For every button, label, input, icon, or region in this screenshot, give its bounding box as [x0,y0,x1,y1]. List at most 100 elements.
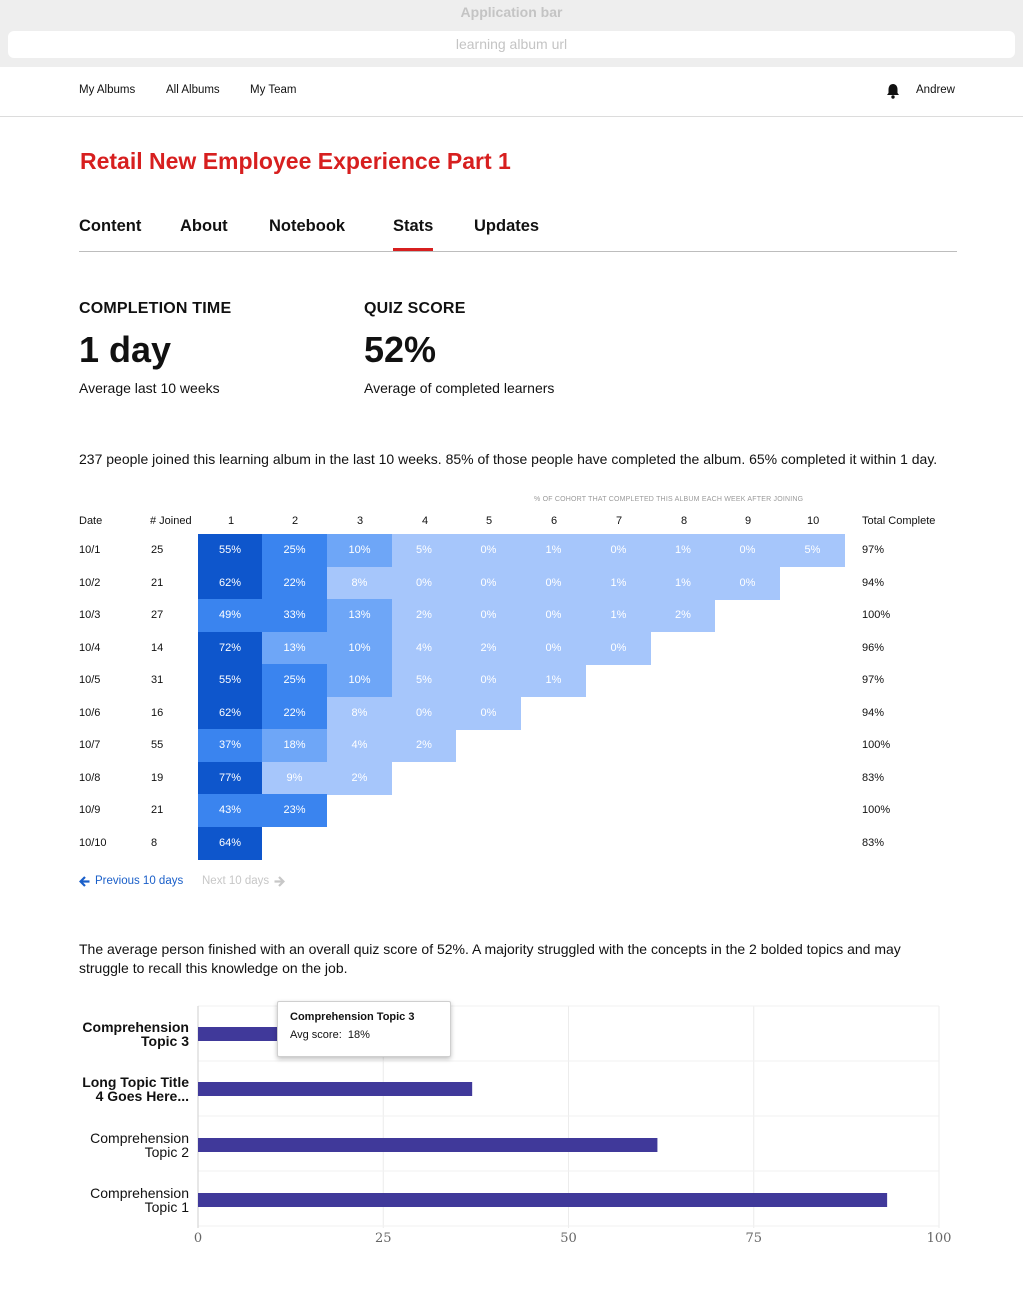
next-10-days-link[interactable]: Next 10 days [202,875,286,887]
cohort-cell[interactable]: 2% [327,761,392,795]
row-joined: 14 [151,641,164,654]
column-header-week: 3 [357,515,364,527]
row-date: 10/9 [79,804,101,816]
cohort-cell[interactable]: 77% [198,761,262,795]
row-joined: 21 [151,804,164,816]
cohort-cell[interactable]: 9% [262,761,327,795]
cohort-cell[interactable]: 13% [262,631,327,665]
cohort-cell[interactable]: 10% [327,664,392,697]
cohort-cell[interactable]: 0% [586,631,651,665]
column-header-week: 10 [807,515,820,527]
nav-all-albums[interactable]: All Albums [166,84,220,96]
bell-icon[interactable] [886,83,900,99]
cohort-cell[interactable]: 1% [651,566,715,600]
cohort-cell[interactable]: 1% [521,534,586,567]
tab-content[interactable]: Content [79,217,142,235]
quiz-bar[interactable] [198,1082,473,1096]
url-bar[interactable]: learning album url [8,31,1015,58]
cohort-cell[interactable]: 5% [392,534,456,567]
cohort-note: % OF COHORT THAT COMPLETED THIS ALBUM EA… [534,496,804,503]
quiz-bar[interactable] [198,1138,658,1152]
cohort-cell[interactable]: 43% [198,794,262,827]
cohort-cell[interactable]: 4% [392,631,456,665]
row-date: 10/6 [79,706,101,719]
cohort-cell[interactable]: 10% [327,534,392,567]
cohort-cell[interactable]: 0% [392,696,456,730]
cohort-cell[interactable]: 0% [392,566,456,600]
quiz-bar[interactable] [198,1193,888,1207]
user-menu[interactable]: Andrew [916,84,955,96]
category-label: Comprehension [82,1019,189,1035]
cohort-cell[interactable]: 55% [198,534,262,567]
cohort-cell[interactable]: 2% [456,631,521,665]
column-header-week: 9 [745,515,752,527]
cohort-cell[interactable]: 13% [327,599,392,632]
cohort-cell[interactable]: 25% [262,534,327,567]
row-total: 83% [862,836,885,849]
cohort-cell[interactable]: 2% [651,599,715,632]
cohort-cell[interactable]: 1% [651,534,715,567]
nav-my-team[interactable]: My Team [250,84,297,96]
row-joined: 16 [151,706,164,719]
cohort-cell[interactable]: 33% [262,599,327,632]
column-header-date: Date [79,515,103,527]
column-header-week: 6 [551,515,558,527]
cohort-cell[interactable]: 0% [456,599,521,632]
row-date: 10/1 [79,544,101,556]
x-tick-label: 25 [375,1231,392,1246]
row-total: 100% [862,739,891,751]
cohort-cell[interactable]: 8% [327,696,392,730]
cohort-cell[interactable]: 22% [262,696,327,730]
cohort-cell[interactable]: 0% [521,566,586,600]
cohort-cell[interactable]: 5% [392,664,456,697]
cohort-cell[interactable]: 2% [392,729,456,762]
tab-notebook[interactable]: Notebook [269,217,346,235]
x-tick-label: 50 [560,1231,577,1246]
cohort-cell[interactable]: 72% [198,631,262,665]
cohort-cell[interactable]: 62% [198,566,262,600]
cohort-cell[interactable]: 2% [392,599,456,632]
row-total: 97% [862,674,885,686]
cohort-cell[interactable]: 0% [521,599,586,632]
cohort-cell[interactable]: 37% [198,729,262,762]
cohort-cell[interactable]: 55% [198,664,262,697]
cohort-cell[interactable]: 0% [715,566,780,600]
cohort-cell[interactable]: 49% [198,599,262,632]
nav-my-albums[interactable]: My Albums [79,84,136,96]
cohort-cell[interactable]: 18% [262,729,327,762]
tab-stats[interactable]: Stats [393,217,434,251]
cohort-cell[interactable]: 1% [586,566,651,600]
row-total: 100% [862,609,891,621]
row-date: 10/4 [79,641,101,654]
cohort-cell[interactable]: 5% [780,534,845,567]
quiz-summary: The average person finished with an over… [79,941,901,976]
cohort-cell[interactable]: 22% [262,566,327,600]
cohort-cell[interactable]: 0% [456,664,521,697]
cohort-cell[interactable]: 64% [198,826,262,860]
cohort-cell[interactable]: 23% [262,794,327,827]
category-label: 4 Goes Here... [96,1088,189,1104]
row-joined: 55 [151,739,164,751]
column-header-week: 4 [422,515,429,527]
kpi-label: COMPLETION TIME [79,300,232,317]
cohort-summary: 237 people joined this learning album in… [79,451,938,467]
arrow-right-icon [274,875,286,887]
tab-about[interactable]: About [180,217,228,235]
cohort-cell[interactable]: 1% [586,599,651,632]
cohort-cell[interactable]: 8% [327,566,392,600]
cohort-cell[interactable]: 0% [586,534,651,567]
previous-10-days-link[interactable]: Previous 10 days [79,875,183,887]
cohort-cell[interactable]: 0% [456,566,521,600]
row-date: 10/2 [79,576,101,589]
cohort-cell[interactable]: 25% [262,664,327,697]
tooltip-value: 18% [347,1029,370,1041]
cohort-cell[interactable]: 1% [521,664,586,697]
cohort-cell[interactable]: 0% [456,696,521,730]
tab-updates[interactable]: Updates [474,217,540,235]
cohort-cell[interactable]: 0% [521,631,586,665]
cohort-cell[interactable]: 0% [715,534,780,567]
cohort-cell[interactable]: 0% [456,534,521,567]
cohort-cell[interactable]: 62% [198,696,262,730]
cohort-cell[interactable]: 10% [327,631,392,665]
cohort-cell[interactable]: 4% [327,729,392,762]
